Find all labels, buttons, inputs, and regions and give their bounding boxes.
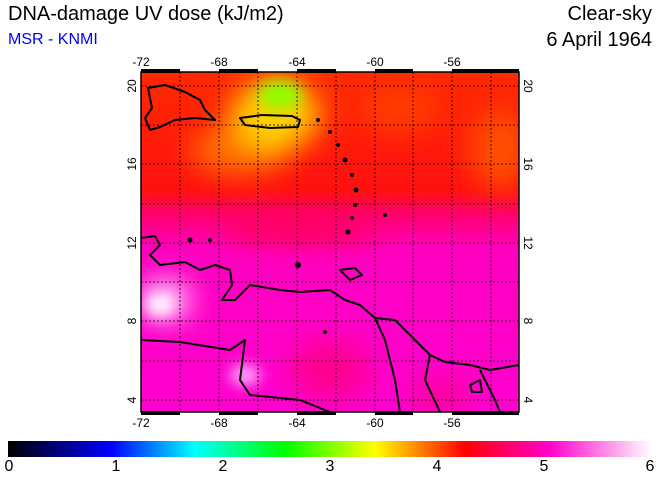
lon-tick: -60 [366, 416, 384, 430]
lat-tick: 8 [521, 318, 535, 325]
lat-tick: 12 [125, 236, 139, 250]
lon-tick: -68 [210, 55, 228, 69]
lat-ticks-right: 4 8 12 16 20 [521, 79, 535, 403]
lesser-antilles-islands [187, 118, 387, 334]
lat-tick: 20 [125, 79, 139, 93]
lat-tick: 4 [125, 396, 139, 403]
colorbar-label: 6 [645, 458, 655, 475]
lon-tick: -56 [443, 416, 461, 430]
sky-condition-label: Clear-sky [567, 3, 652, 25]
lon-tick: -60 [366, 55, 384, 69]
lon-tick: -72 [132, 55, 150, 69]
lon-tick: -56 [443, 55, 461, 69]
uv-field [141, 72, 519, 412]
lat-tick: 20 [521, 79, 535, 93]
coastlines [141, 84, 519, 412]
colorbar-label: 4 [432, 458, 442, 475]
lat-tick: 16 [521, 157, 535, 171]
lon-tick: -68 [210, 416, 228, 430]
date-label: 6 April 1964 [546, 29, 652, 51]
lon-tick: -64 [288, 55, 306, 69]
colorbar-label: 3 [325, 458, 335, 475]
lat-tick: 16 [125, 157, 139, 171]
lat-ticks-left: 4 8 12 16 20 [125, 79, 139, 403]
colorbar-label: 2 [218, 458, 228, 475]
colorbar-label: 5 [539, 458, 549, 475]
lon-ticks-top: -72 -68 -64 -60 -56 [132, 55, 461, 69]
lat-tick: 8 [125, 317, 139, 324]
map-title: DNA-damage UV dose (kJ/m2) [8, 3, 284, 25]
lon-tick: -64 [288, 416, 306, 430]
colorbar-label: 1 [111, 458, 121, 475]
colorbar [8, 441, 652, 457]
source-label: MSR - KNMI [8, 31, 98, 48]
graticule [141, 72, 519, 412]
lat-tick: 12 [521, 236, 535, 250]
lon-ticks-bottom: -72 -68 -64 -60 -56 [132, 416, 461, 430]
frame-ticks [141, 69, 519, 415]
lat-tick: 4 [521, 397, 535, 404]
colorbar-label: 0 [4, 458, 14, 475]
lon-tick: -72 [132, 416, 150, 430]
